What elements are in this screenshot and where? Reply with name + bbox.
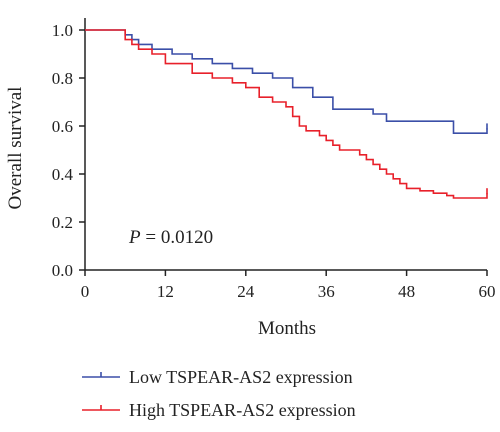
series-line-high	[85, 29, 488, 199]
x-tick-label: 12	[157, 282, 174, 301]
series-line-low	[85, 29, 488, 134]
y-tick-label: 0.2	[52, 213, 73, 232]
x-tick-label: 36	[318, 282, 335, 301]
legend-label: Low TSPEAR-AS2 expression	[129, 367, 353, 387]
y-tick-label: 0.4	[52, 165, 74, 184]
y-tick-label: 0.6	[52, 117, 73, 136]
p-value-text: = 0.0120	[141, 227, 213, 248]
y-axis-title: Overall survival	[5, 87, 26, 210]
p-value-annotation: P = 0.0120	[128, 227, 213, 248]
x-axis-title: Months	[258, 318, 316, 339]
p-value-symbol: P	[128, 227, 141, 248]
axes	[84, 18, 487, 271]
series-layer	[85, 29, 488, 199]
x-tick-label: 24	[237, 282, 255, 301]
legend: Low TSPEAR-AS2 expression High TSPEAR-AS2…	[82, 367, 356, 420]
y-tick-label: 0.8	[52, 69, 73, 88]
x-tick-label: 0	[81, 282, 90, 301]
x-ticks: 0 12 24 36 48 60	[81, 270, 496, 301]
legend-label: High TSPEAR-AS2 expression	[129, 400, 356, 420]
x-tick-label: 60	[479, 282, 496, 301]
y-ticks: 0.0 0.2 0.4 0.6 0.8 1.0	[52, 21, 85, 280]
y-tick-label: 0.0	[52, 261, 73, 280]
x-tick-label: 48	[398, 282, 415, 301]
y-tick-label: 1.0	[52, 21, 73, 40]
